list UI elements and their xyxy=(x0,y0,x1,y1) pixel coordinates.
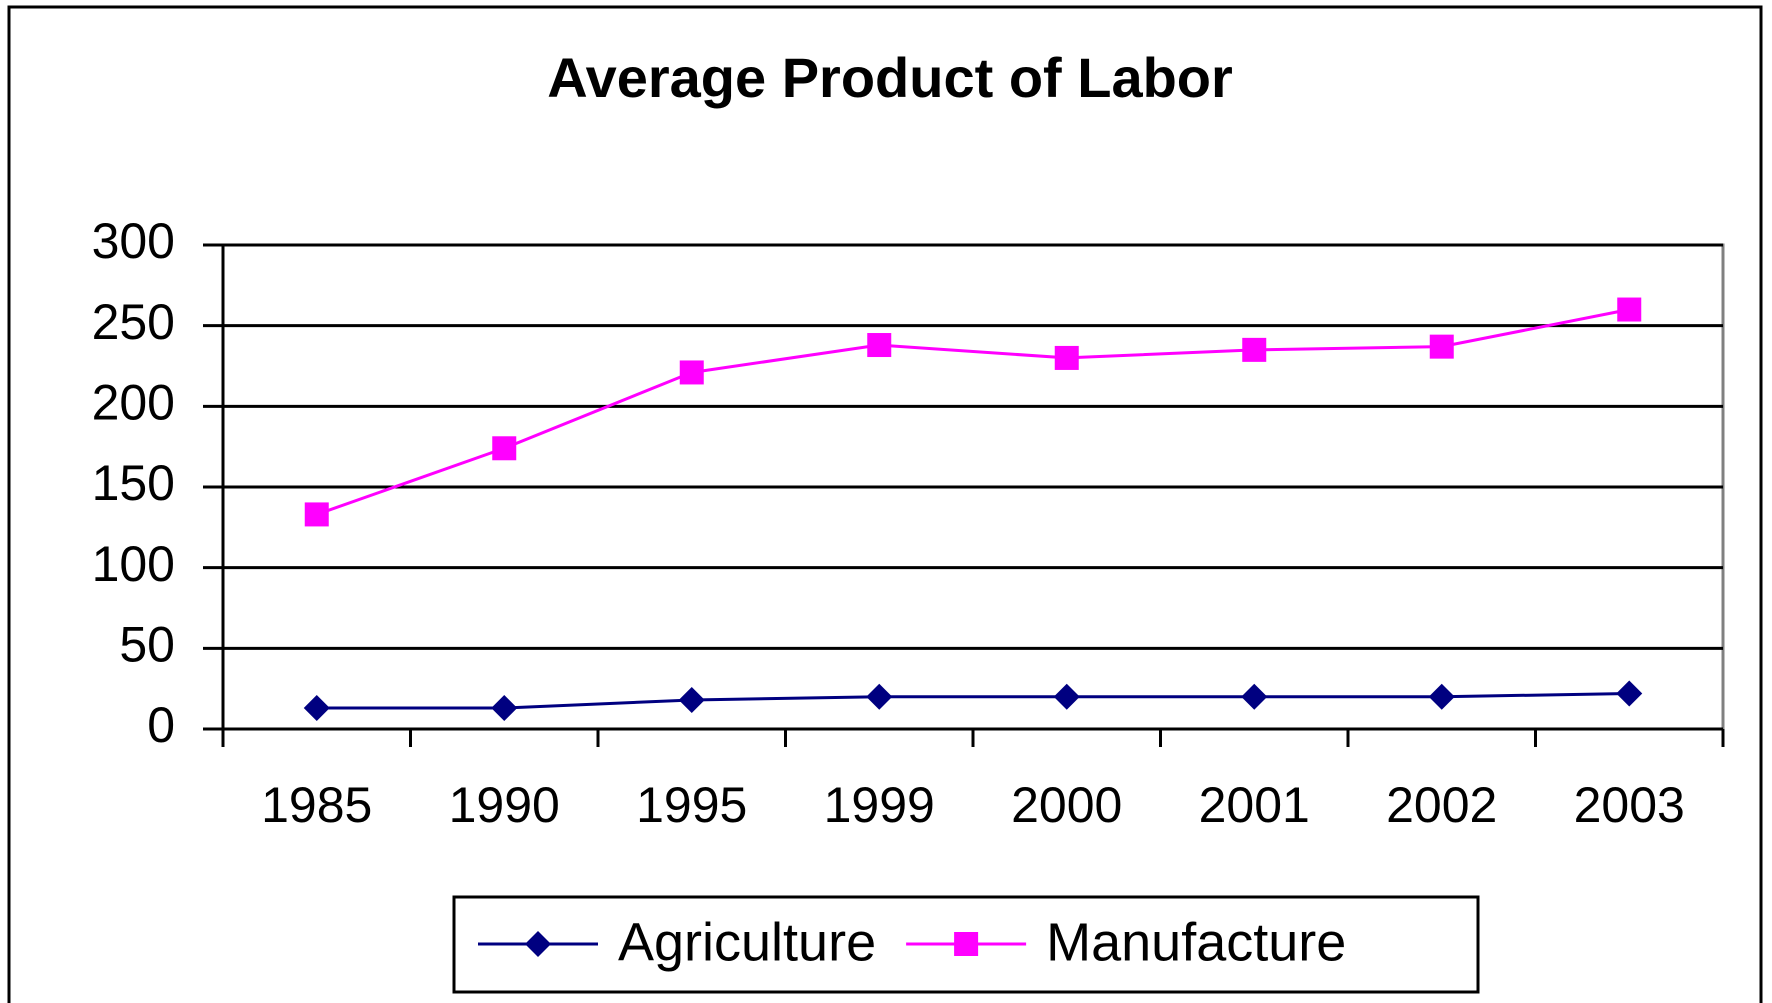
series-line xyxy=(316,692,1630,710)
legend: Agriculture Manufacture xyxy=(452,895,1480,994)
chart-border xyxy=(7,5,1763,1003)
data-point xyxy=(1054,345,1079,370)
y-tick-label: 100 xyxy=(92,536,175,592)
data-point xyxy=(1429,334,1454,359)
data-point xyxy=(492,436,517,461)
data-point xyxy=(866,683,893,710)
data-point xyxy=(304,502,329,527)
data-point xyxy=(1428,683,1455,710)
data-point xyxy=(867,333,892,358)
x-tick-label: 2003 xyxy=(1574,777,1685,833)
y-tick-label: 50 xyxy=(119,617,175,673)
legend-marker xyxy=(954,932,979,956)
x-tick-label: 1995 xyxy=(636,777,747,833)
data-point xyxy=(1242,337,1267,362)
x-tick-label: 1985 xyxy=(261,777,372,833)
data-point xyxy=(678,686,705,713)
y-tick-label: 150 xyxy=(92,455,175,511)
y-tick-label: 250 xyxy=(92,294,175,350)
legend-label: Agriculture xyxy=(618,912,876,972)
chart-title: Average Product of Labor xyxy=(547,46,1233,109)
data-point xyxy=(1241,683,1268,710)
y-tick-label: 300 xyxy=(92,213,175,269)
data-point xyxy=(491,695,518,722)
data-point xyxy=(303,695,330,722)
data-point xyxy=(1616,680,1643,707)
legend-label: Manufacture xyxy=(1046,912,1346,972)
legend-marker xyxy=(525,931,551,957)
series-line xyxy=(316,308,1630,516)
x-tick-label: 2001 xyxy=(1199,777,1310,833)
x-tick-label: 2002 xyxy=(1386,777,1497,833)
data-point xyxy=(1053,683,1080,710)
x-tick-label: 1990 xyxy=(449,777,560,833)
data-point xyxy=(679,360,704,385)
y-tick-label: 200 xyxy=(92,375,175,431)
y-tick-label: 0 xyxy=(147,697,175,753)
x-tick-label: 2000 xyxy=(1011,777,1122,833)
data-point xyxy=(1617,297,1642,322)
x-tick-label: 1999 xyxy=(824,777,935,833)
